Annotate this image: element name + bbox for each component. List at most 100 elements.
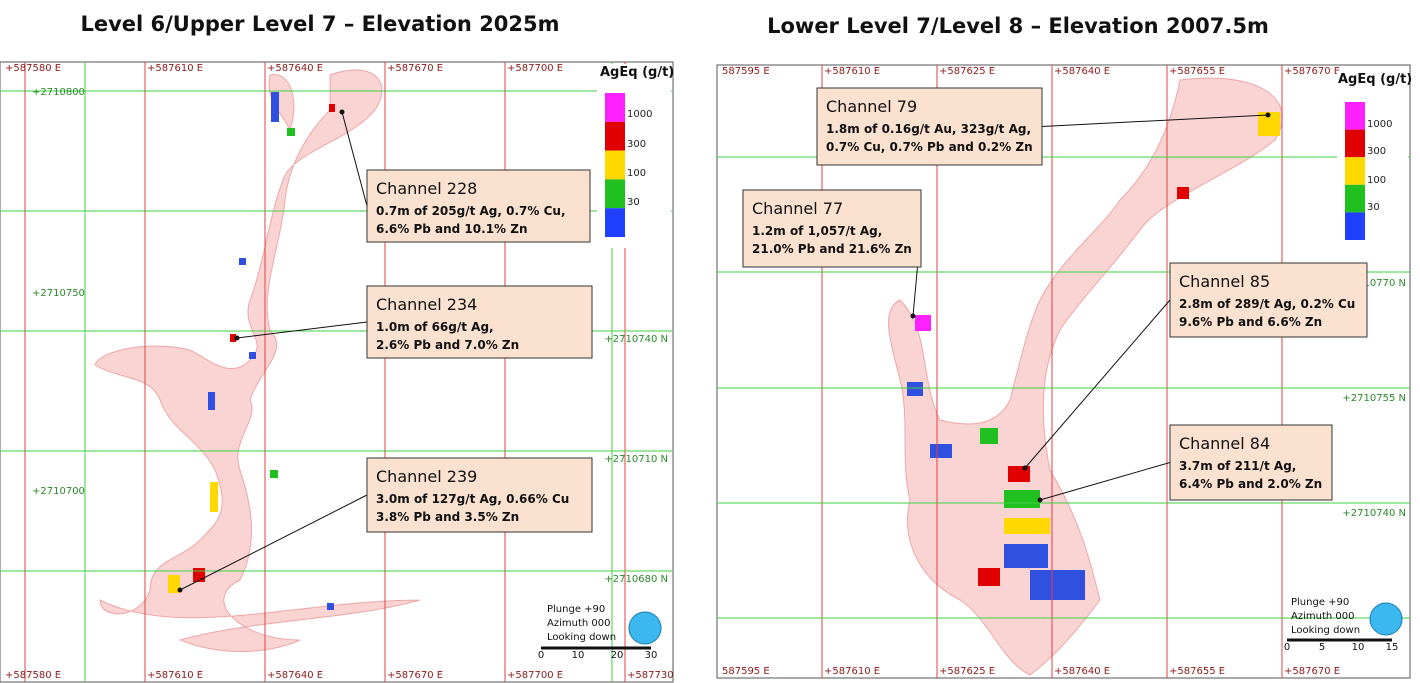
- legend-label: 300: [1367, 146, 1386, 157]
- callout-text: 6.6% Pb and 10.1% Zn: [376, 222, 527, 236]
- legend-label: 100: [1367, 175, 1386, 186]
- arrow-head: [1022, 465, 1028, 471]
- orientation-text: Looking down: [547, 632, 616, 643]
- arrow-head: [177, 587, 183, 593]
- scale-label: 10: [572, 650, 585, 661]
- northing-label: +2710680 N: [604, 574, 668, 585]
- callout-title: Channel 84: [1179, 434, 1270, 453]
- easting-label: +587700 E: [507, 63, 563, 74]
- ore-body: [94, 69, 1283, 676]
- easting-label: +587640 E: [1054, 66, 1110, 77]
- callout-text: 3.7m of 211/t Ag,: [1179, 459, 1296, 473]
- callout-arrow: [236, 321, 368, 339]
- arrow-head: [910, 313, 916, 319]
- easting-label: +587580 E: [5, 670, 61, 681]
- legend-label: 100: [627, 168, 646, 179]
- arrow-head: [234, 335, 240, 341]
- legend-label: 300: [627, 139, 646, 150]
- northing-label: +2710740 N: [1342, 508, 1406, 519]
- legend-swatch: [605, 179, 625, 209]
- callout-text: 3.8% Pb and 3.5% Zn: [376, 510, 519, 524]
- legend-swatch: [1345, 102, 1365, 130]
- northing-label: +2710770 N: [1342, 278, 1406, 289]
- legend-swatch: [1345, 184, 1365, 213]
- panel-title: Lower Level 7/Level 8 – Elevation 2007.5…: [767, 14, 1269, 38]
- northing-label: +2710755 N: [1342, 393, 1406, 404]
- legend-swatch: [605, 150, 625, 180]
- callout-text: 2.8m of 289/t Ag, 0.2% Cu: [1179, 297, 1355, 311]
- callout-text: 1.2m of 1,057/t Ag,: [752, 224, 882, 238]
- callout-text: 3.0m of 127g/t Ag, 0.66% Cu: [376, 492, 569, 506]
- legend-title: AgEq (g/t): [1338, 72, 1412, 87]
- easting-label: +587640 E: [267, 63, 323, 74]
- callout-title: Channel 85: [1179, 272, 1270, 291]
- easting-label: +587625 E: [939, 666, 995, 677]
- scale-label: 0: [538, 650, 544, 661]
- callout-box: [366, 169, 591, 243]
- legend-swatch: [605, 121, 625, 151]
- legend-swatch: [1345, 212, 1365, 240]
- legend-title: AgEq (g/t): [600, 65, 674, 80]
- easting-label: +587655 E: [1169, 66, 1225, 77]
- legend-swatch: [1345, 157, 1365, 185]
- callout-box: [366, 285, 593, 359]
- easting-label: +587670 E: [387, 63, 443, 74]
- scale-label: 30: [645, 650, 658, 661]
- callout-arrow: [1041, 114, 1269, 127]
- arrow-head: [339, 109, 345, 115]
- legend-swatch: [1345, 129, 1365, 158]
- map-layers: Level 6/Upper Level 7 – Elevation 2025m +…: [0, 12, 1412, 682]
- callout-arrow: [179, 494, 368, 591]
- arrow-head: [1037, 497, 1043, 503]
- easting-label: +587610 E: [147, 63, 203, 74]
- easting-label: +587640 E: [1054, 666, 1110, 677]
- easting-label: +587730: [627, 670, 674, 681]
- easting-label: +587640 E: [267, 670, 323, 681]
- map-frame: [0, 61, 674, 683]
- legend-label: 30: [627, 197, 640, 208]
- scale-label: 20: [611, 650, 624, 661]
- callout-title: Channel 79: [826, 97, 917, 116]
- callout-text: 9.6% Pb and 6.6% Zn: [1179, 315, 1322, 329]
- callout-title: Channel 228: [376, 179, 477, 198]
- legend-label: 30: [1367, 202, 1380, 213]
- callout-title: Channel 77: [752, 199, 843, 218]
- callout-text: 2.6% Pb and 7.0% Zn: [376, 338, 519, 352]
- orientation-text: Plunge +90: [547, 604, 605, 615]
- callout-arrow: [341, 111, 368, 207]
- easting-label: +587670 E: [1284, 666, 1340, 677]
- callout-text: 21.0% Pb and 21.6% Zn: [752, 242, 912, 256]
- northing-label: +2710740 N: [604, 334, 668, 345]
- callout-box: [816, 87, 1043, 166]
- legend-label: 1000: [1367, 119, 1392, 130]
- easting-label: +587580 E: [5, 63, 61, 74]
- scale-label: 5: [1319, 642, 1325, 653]
- easting-label: +587655 E: [1169, 666, 1225, 677]
- callout-text: 0.7% Cu, 0.7% Pb and 0.2% Zn: [826, 140, 1033, 154]
- easting-label: +587610 E: [824, 666, 880, 677]
- legend-label: 1000: [627, 109, 652, 120]
- callout-text: 1.0m of 66g/t Ag,: [376, 320, 494, 334]
- callout-box: [1169, 424, 1333, 501]
- callout-box: [1169, 262, 1368, 338]
- easting-label: 587595 E: [722, 66, 770, 77]
- scale-label: 10: [1352, 642, 1365, 653]
- scale-label: 15: [1386, 642, 1399, 653]
- callout-box: [366, 457, 593, 533]
- callout-title: Channel 239: [376, 467, 477, 486]
- easting-label: +587625 E: [939, 66, 995, 77]
- easting-label: +587670 E: [387, 670, 443, 681]
- callout-arrow: [1039, 462, 1171, 501]
- legend-swatch: [605, 93, 625, 122]
- northing-label: +2710710 N: [604, 454, 668, 465]
- callout-arrow: [1024, 299, 1171, 469]
- compass: [628, 611, 662, 645]
- panel-title: Level 6/Upper Level 7 – Elevation 2025m: [80, 12, 559, 36]
- orientation-text: Looking down: [1291, 625, 1360, 636]
- scale-label: 0: [1284, 642, 1290, 653]
- callout-title: Channel 234: [376, 295, 477, 314]
- orientation-text: Plunge +90: [1291, 597, 1349, 608]
- arrow-head: [1265, 112, 1271, 118]
- easting-label: 587595 E: [722, 666, 770, 677]
- callout-text: 1.8m of 0.16g/t Au, 323g/t Ag,: [826, 122, 1031, 136]
